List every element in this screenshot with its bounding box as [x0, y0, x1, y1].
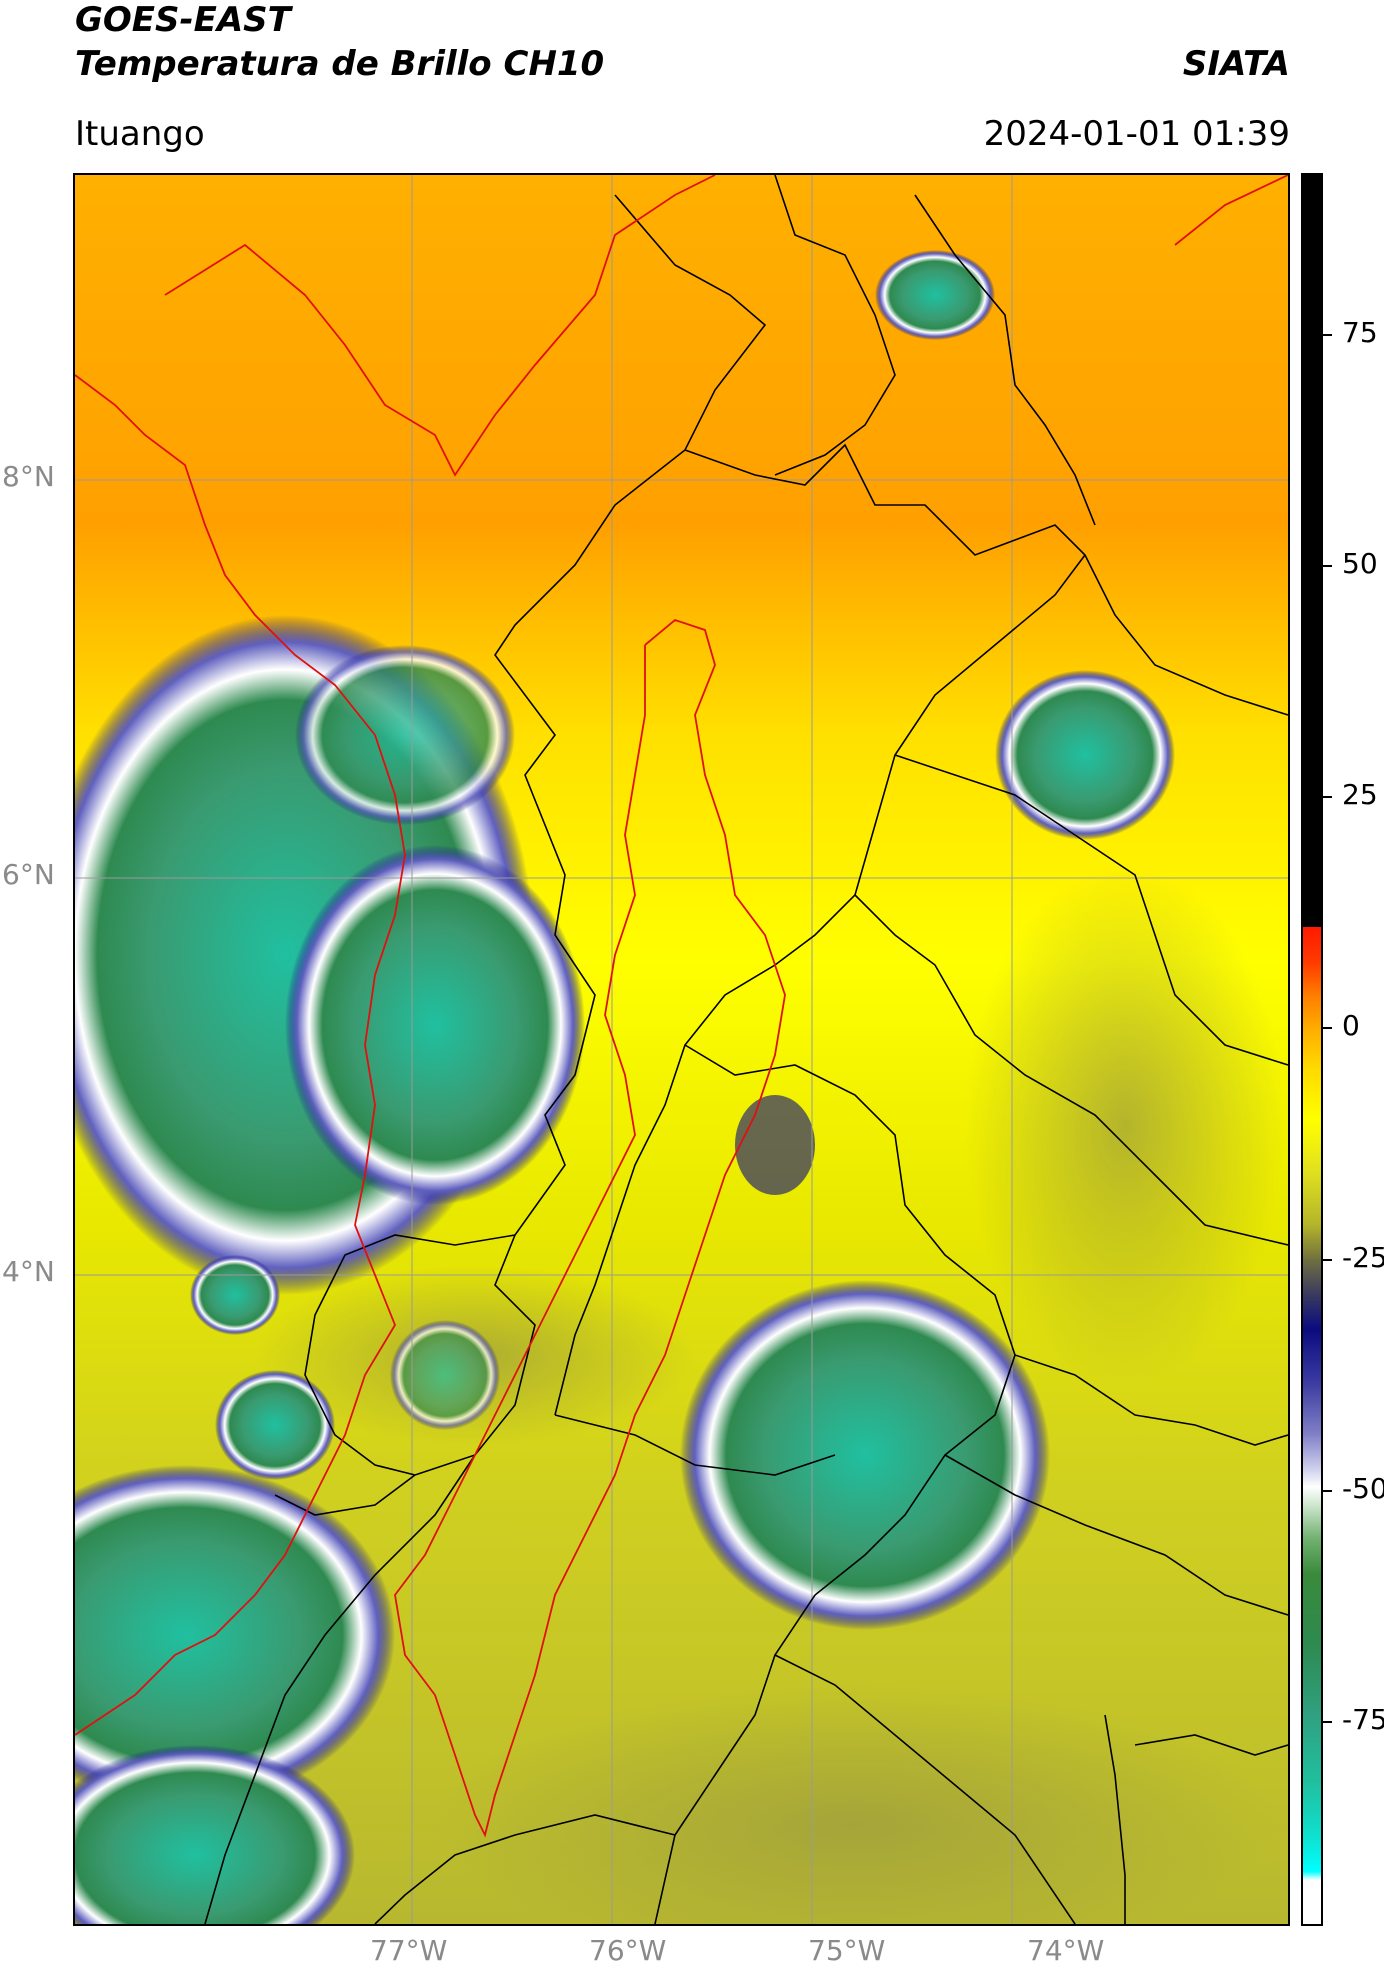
haze-band-south	[435, 1685, 1275, 1924]
location-label: Ituango	[75, 114, 205, 154]
storm-cell-pacific-south	[75, 1465, 395, 1805]
colorbar-label-25: 25	[1342, 778, 1378, 811]
colorbar	[1301, 173, 1323, 1926]
colorbar-label-minus75: -75	[1342, 1703, 1384, 1736]
colorbar-label-50: 50	[1342, 547, 1378, 580]
colorbar-label-75: 75	[1342, 316, 1378, 349]
colorbar-tick-50	[1323, 565, 1332, 567]
red-boundaries	[75, 175, 1288, 1838]
lon-label-74w: 74°W	[1027, 1934, 1105, 1967]
lat-label-8n: 8°N	[2, 460, 55, 493]
storm-cell-southwest	[75, 1745, 355, 1924]
storm-cell-choco	[285, 845, 585, 1205]
colorbar-tick-0	[1323, 1027, 1332, 1029]
brightness-temperature-map[interactable]	[73, 173, 1290, 1926]
product-title: Temperatura de Brillo CH10	[75, 44, 605, 84]
map-canvas	[75, 175, 1288, 1924]
lat-label-6n: 6°N	[2, 858, 55, 891]
colorbar-label-0: 0	[1342, 1009, 1360, 1042]
satellite-title: GOES-EAST	[75, 0, 291, 40]
storm-cell-tolima	[680, 1280, 1050, 1630]
colorbar-tick-minus75	[1323, 1721, 1332, 1723]
storm-cell-santander	[995, 670, 1175, 840]
colorbar-label-minus25: -25	[1342, 1241, 1384, 1274]
datetime-label: 2024-01-01 01:39	[983, 114, 1290, 154]
lon-label-77w: 77°W	[370, 1934, 448, 1967]
haze-band-east	[965, 865, 1285, 1385]
colorbar-tick-minus25	[1323, 1259, 1332, 1261]
colorbar-label-minus50: -50	[1342, 1472, 1384, 1505]
colorbar-tick-25	[1323, 796, 1332, 798]
colorbar-tick-75	[1323, 334, 1332, 336]
lon-label-76w: 76°W	[589, 1934, 667, 1967]
storm-cell-uraba	[295, 645, 515, 825]
storm-cell-small-3	[390, 1320, 500, 1430]
graticule	[75, 175, 1288, 1924]
lon-label-75w: 75°W	[808, 1934, 886, 1967]
cloud-patch-antioquia	[735, 1095, 815, 1195]
storm-cell-small-2	[190, 1255, 280, 1335]
storm-cell-small-1	[215, 1370, 335, 1480]
colorbar-tick-minus50	[1323, 1490, 1332, 1492]
storm-cell-north	[875, 250, 995, 340]
lat-label-4n: 4°N	[2, 1255, 55, 1288]
agency-label: SIATA	[1182, 44, 1290, 84]
